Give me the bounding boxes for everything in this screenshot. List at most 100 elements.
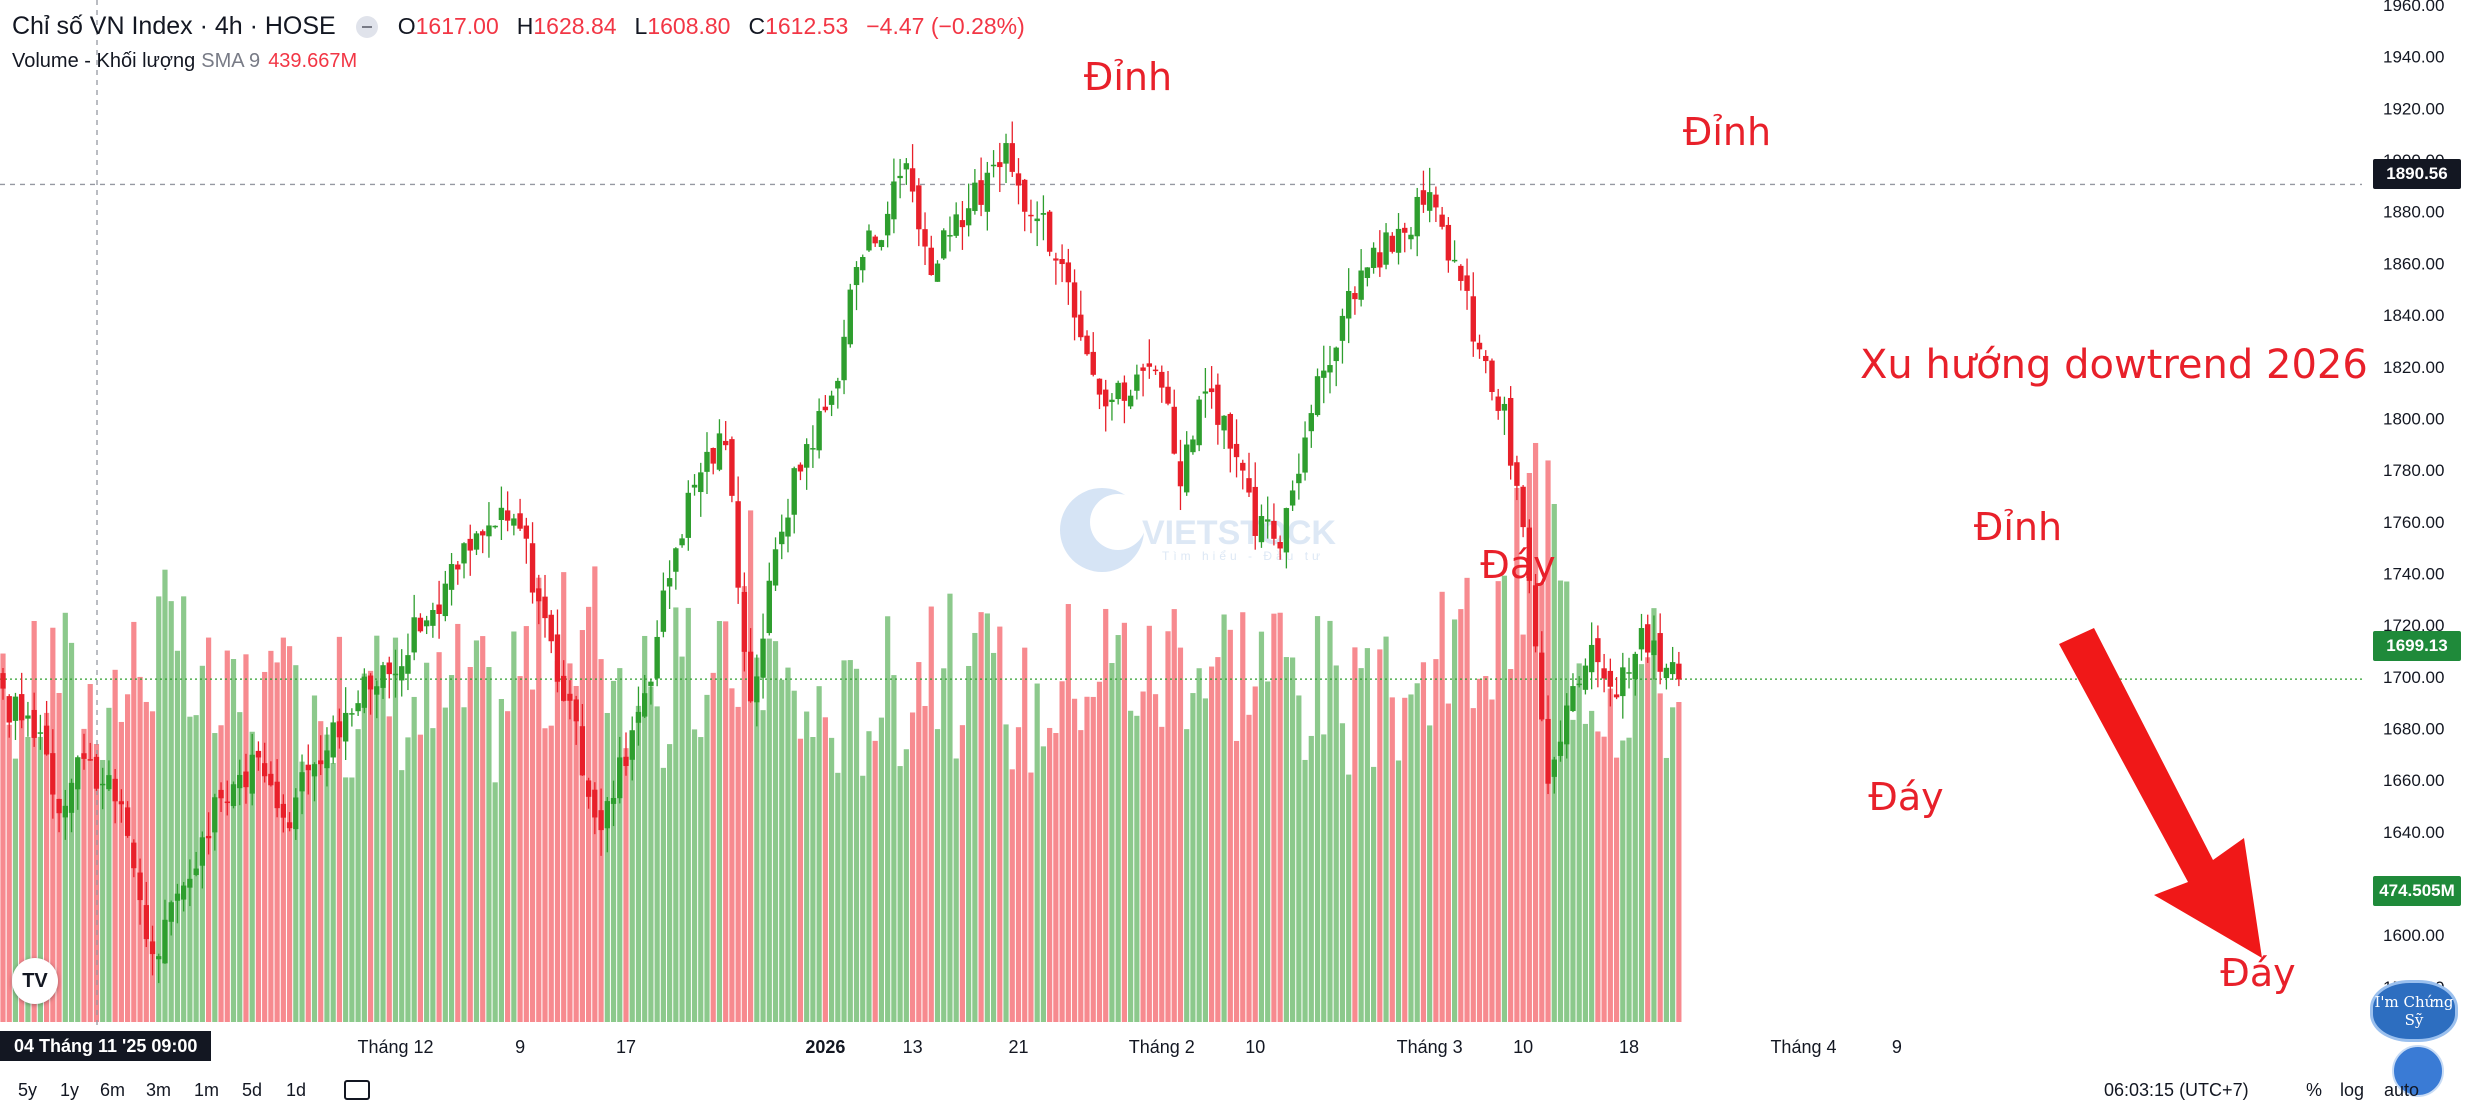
y-tick-label: 1800.00 — [2383, 409, 2444, 428]
crosshair-price-label: 1890.56 — [2373, 159, 2461, 189]
candle-body — [1551, 759, 1557, 777]
high-value: 1628.84 — [533, 13, 617, 39]
candle-body — [1395, 228, 1402, 253]
candle-body — [997, 162, 1003, 168]
range-3m-button[interactable]: 3m — [146, 1080, 172, 1100]
candle-body — [916, 185, 922, 230]
range-6m-button[interactable]: 6m — [100, 1080, 126, 1100]
volume-bar — [1383, 636, 1389, 1022]
candle-body — [772, 549, 779, 586]
volume-bar — [1115, 635, 1121, 1022]
clock-readout[interactable]: 06:03:15 (UTC+7) — [2104, 1080, 2249, 1100]
range-5d-button[interactable]: 5d — [242, 1080, 263, 1100]
volume-bar — [50, 627, 56, 1022]
volume-bar — [691, 729, 698, 1022]
range-1m-button[interactable]: 1m — [194, 1080, 220, 1100]
candle-body — [941, 230, 947, 259]
candle-body — [878, 240, 885, 247]
volume-bar — [517, 676, 523, 1022]
volume-legend[interactable]: Volume - Khối lượng SMA 9 439.667M — [12, 50, 357, 73]
symbol-legend[interactable]: Chỉ số VN Index · 4h · HOSE O1617.00 H16… — [12, 12, 1033, 41]
candle-body — [1595, 638, 1601, 663]
volume-bar — [1302, 759, 1308, 1022]
volume-bar — [1190, 693, 1196, 1022]
candle-body — [779, 531, 785, 545]
collapse-legend-button[interactable] — [355, 15, 378, 38]
volume-bar — [1128, 710, 1134, 1022]
volume-bar — [1277, 612, 1283, 1022]
candle-body — [567, 693, 573, 701]
candle-body — [174, 893, 181, 901]
volume-bar — [1352, 647, 1358, 1022]
symbol-title[interactable]: Chỉ số VN Index · 4h · HOSE — [12, 12, 336, 40]
log-toggle[interactable]: log — [2340, 1080, 2365, 1100]
volume-bar — [106, 707, 112, 1022]
change-value: −4.47 (−0.28%) — [866, 13, 1025, 39]
tradingview-logo-icon[interactable]: TV — [12, 958, 58, 1004]
volume-bar — [891, 675, 897, 1022]
volume-bar — [972, 632, 978, 1022]
volume-label: Volume - Khối lượng — [12, 50, 196, 72]
candle-body — [978, 180, 984, 205]
candle-body — [367, 675, 374, 690]
volume-bar — [44, 712, 50, 1022]
candle-body — [504, 510, 511, 521]
volume-bar — [878, 717, 885, 1022]
volume-bar — [299, 761, 305, 1022]
candle-body — [685, 492, 691, 538]
volume-bar — [916, 662, 922, 1022]
volume-bar — [505, 711, 511, 1022]
candle-body — [68, 782, 75, 813]
auto-toggle[interactable]: auto — [2384, 1080, 2420, 1100]
candle-body — [1115, 382, 1121, 400]
x-tick-label: Tháng 4 — [1770, 1037, 1836, 1057]
volume-bar — [286, 646, 293, 1022]
volume-bar — [1339, 723, 1346, 1022]
candle-body — [50, 753, 56, 795]
volume-bar — [1252, 686, 1258, 1022]
volume-bar — [1514, 487, 1520, 1023]
volume-bar — [399, 770, 405, 1022]
volume-bar — [230, 659, 237, 1022]
close-key: C — [748, 13, 766, 39]
x-tick-label: 13 — [903, 1037, 923, 1057]
volume-bar — [1165, 631, 1171, 1022]
volume-bar — [100, 759, 106, 1022]
volume-bar — [604, 712, 610, 1022]
range-1y-button[interactable]: 1y — [60, 1080, 80, 1100]
volume-sma-value: 439.667M — [268, 50, 358, 72]
candle-body — [1184, 444, 1190, 493]
candle-body — [193, 868, 199, 876]
volume-bar — [31, 620, 37, 1022]
candle-body — [131, 842, 137, 869]
volume-bar — [181, 596, 187, 1022]
candle-body — [959, 220, 966, 228]
candle-body — [280, 803, 287, 818]
volume-bar — [1458, 609, 1464, 1022]
volume-bar — [417, 734, 424, 1022]
percent-toggle[interactable]: % — [2306, 1080, 2323, 1100]
range-1d-button[interactable]: 1d — [286, 1080, 307, 1100]
price-axis[interactable]: 1580.001600.001620.001640.001660.001680.… — [2383, 0, 2444, 997]
candle-body — [872, 236, 878, 244]
volume-bar — [897, 766, 903, 1022]
candle-body — [1196, 399, 1202, 446]
calendar-icon[interactable] — [344, 1080, 370, 1100]
candle-body — [12, 696, 19, 721]
volume-bar — [12, 758, 19, 1022]
candle-body — [1177, 461, 1184, 487]
candle-body — [1333, 347, 1339, 362]
volume-bar — [1084, 696, 1090, 1022]
candle-body — [1377, 252, 1383, 268]
volume-bar — [772, 641, 779, 1022]
candle-body — [972, 182, 978, 212]
volume-bar — [617, 668, 623, 1022]
watermark-text: VIETSTOCK — [1142, 514, 1336, 552]
volume-bar — [754, 657, 760, 1022]
volume-bar — [990, 652, 997, 1022]
range-5y-button[interactable]: 5y — [18, 1080, 38, 1100]
volume-bar — [835, 772, 841, 1022]
candle-body — [785, 517, 791, 537]
